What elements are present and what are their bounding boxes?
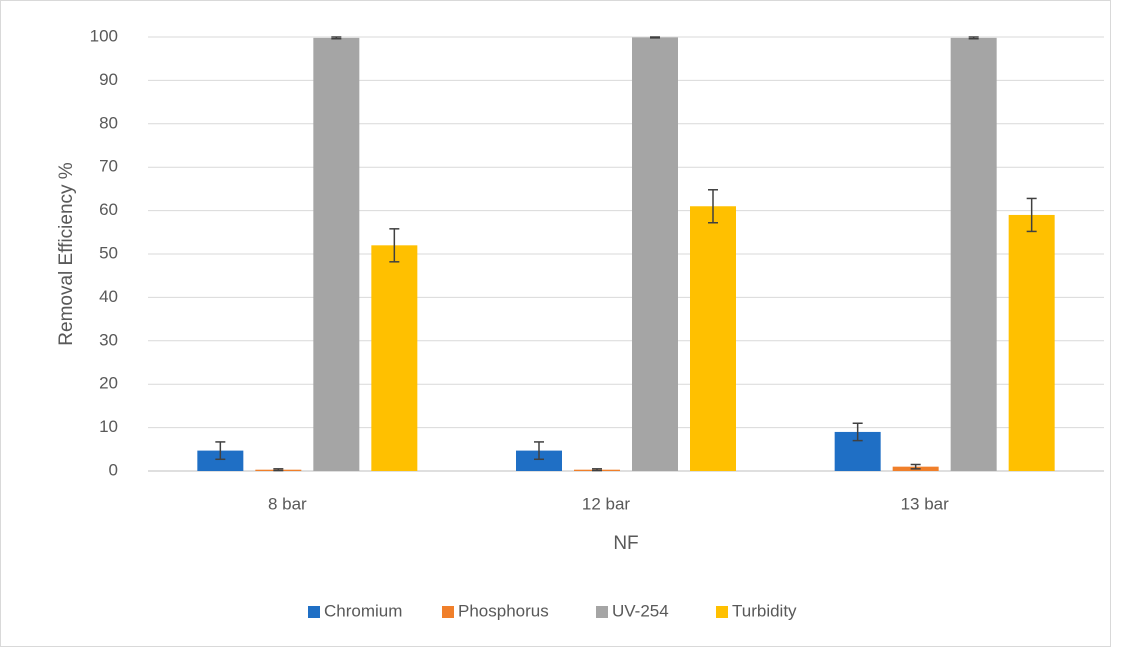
bar <box>690 206 736 471</box>
legend-swatch <box>596 606 608 618</box>
error-bar <box>968 36 979 40</box>
y-tick-label: 0 <box>109 460 118 479</box>
error-bar <box>534 441 544 461</box>
bar <box>313 37 360 471</box>
chart-border <box>0 0 1111 647</box>
y-tick-label: 30 <box>99 330 118 349</box>
bar <box>197 450 244 471</box>
bar <box>371 245 418 471</box>
error-bar <box>273 468 284 472</box>
bar <box>516 450 562 471</box>
y-tick-label: 70 <box>99 157 118 176</box>
x-tick-label: 12 bar <box>582 494 631 513</box>
error-bar <box>331 36 342 40</box>
legend-swatch <box>308 606 320 618</box>
legend-label: UV-254 <box>612 601 669 620</box>
error-bar <box>708 189 718 224</box>
y-axis-label: Removal Efficiency % <box>56 162 77 345</box>
x-tick-label: 8 bar <box>268 494 307 513</box>
bar <box>950 37 997 471</box>
legend-swatch <box>442 606 454 618</box>
x-axis-label: NF <box>613 533 638 554</box>
bar <box>632 37 678 472</box>
y-tick-label: 50 <box>99 243 118 262</box>
y-tick-label: 90 <box>99 70 118 89</box>
y-tick-label: 60 <box>99 200 118 219</box>
y-tick-label: 20 <box>99 374 118 393</box>
x-tick-label: 13 bar <box>901 494 950 513</box>
error-bar <box>1026 197 1037 233</box>
y-tick-label: 10 <box>99 417 118 436</box>
y-tick-label: 80 <box>99 113 118 132</box>
error-bar <box>650 36 660 39</box>
y-tick-label: 100 <box>90 26 118 45</box>
bar <box>1008 214 1055 471</box>
legend-label: Turbidity <box>732 601 797 620</box>
y-tick-label: 40 <box>99 287 118 306</box>
legend-swatch <box>716 606 728 618</box>
error-bar <box>215 441 226 461</box>
error-bar <box>592 468 602 472</box>
error-bar <box>852 422 863 442</box>
error-bar <box>910 463 921 470</box>
error-bar <box>389 228 400 263</box>
legend-label: Chromium <box>324 601 402 620</box>
legend-label: Phosphorus <box>458 601 549 620</box>
